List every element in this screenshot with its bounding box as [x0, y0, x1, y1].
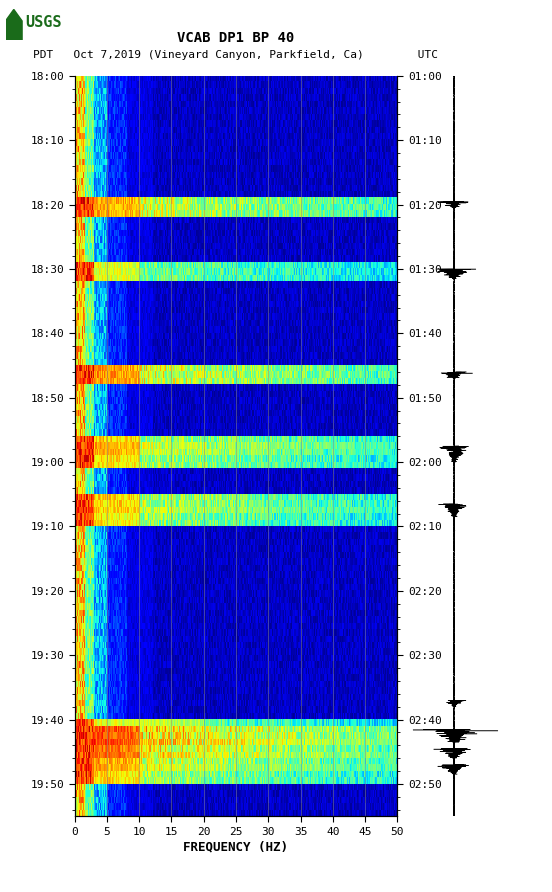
Text: USGS: USGS [25, 15, 61, 30]
Text: VCAB DP1 BP 40: VCAB DP1 BP 40 [177, 31, 295, 45]
Polygon shape [6, 10, 22, 40]
Text: PDT   Oct 7,2019 (Vineyard Canyon, Parkfield, Ca)        UTC: PDT Oct 7,2019 (Vineyard Canyon, Parkfie… [34, 50, 438, 61]
X-axis label: FREQUENCY (HZ): FREQUENCY (HZ) [183, 841, 289, 854]
